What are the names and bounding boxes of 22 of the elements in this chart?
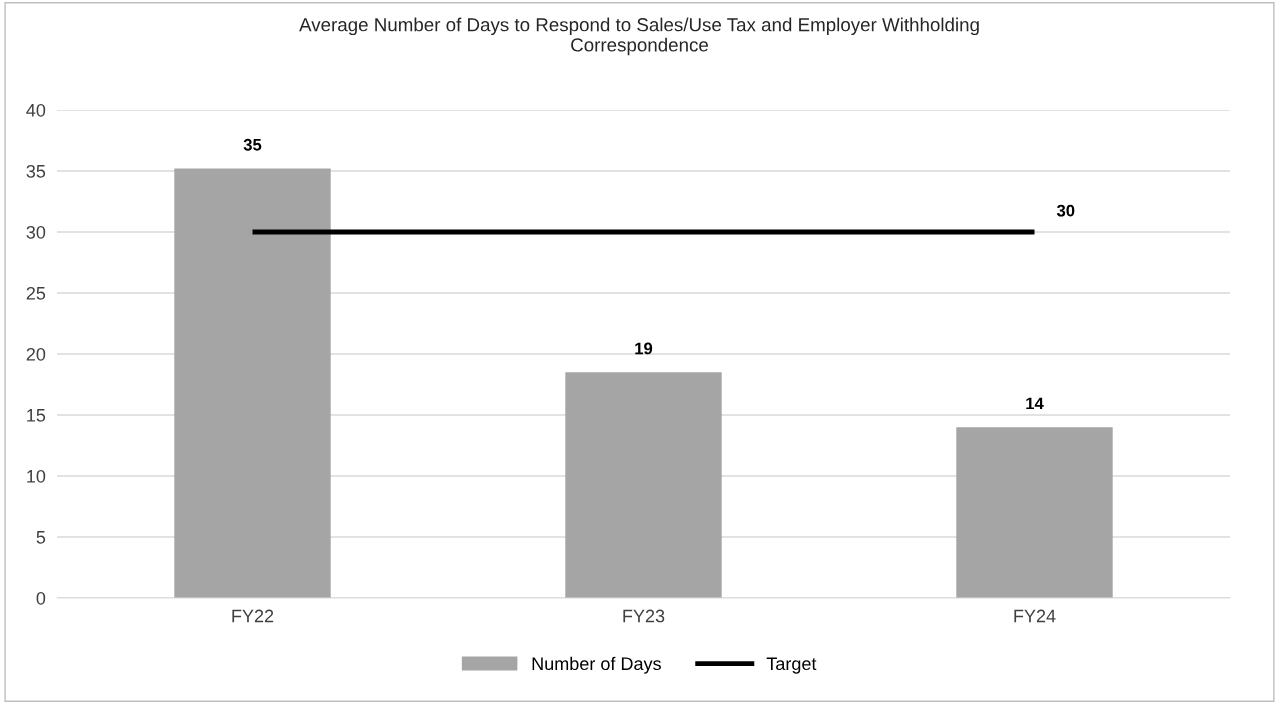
- y-tick-label: 30: [26, 225, 46, 239]
- y-tick-label: 20: [26, 347, 46, 361]
- data-label: 14: [1026, 397, 1044, 410]
- y-tick-label: 10: [27, 469, 46, 483]
- x-tick-label: FY24: [1014, 609, 1056, 623]
- bar: [565, 372, 722, 598]
- y-tick-label: 25: [26, 286, 46, 300]
- y-tick-label: 40: [26, 103, 46, 117]
- y-tick-label: 35: [26, 164, 46, 178]
- y-tick-label: 5: [36, 531, 46, 544]
- bar: [956, 427, 1113, 598]
- chart-title: Average Number of Days to Respond to Sales/Use Tax and Employer Withholding Correspondence: [299, 17, 979, 56]
- x-tick-label: FY23: [623, 609, 665, 623]
- y-tick-label: 0: [36, 591, 46, 605]
- legend-label: Target: [766, 657, 817, 674]
- data-label: 30: [1056, 204, 1075, 217]
- x-tick-label: FY22: [232, 609, 274, 623]
- data-label: 19: [635, 342, 653, 355]
- legend-label: Number of Days: [532, 656, 661, 674]
- data-label: 35: [243, 138, 262, 151]
- bar: [174, 168, 331, 598]
- y-tick-label: 15: [27, 409, 46, 422]
